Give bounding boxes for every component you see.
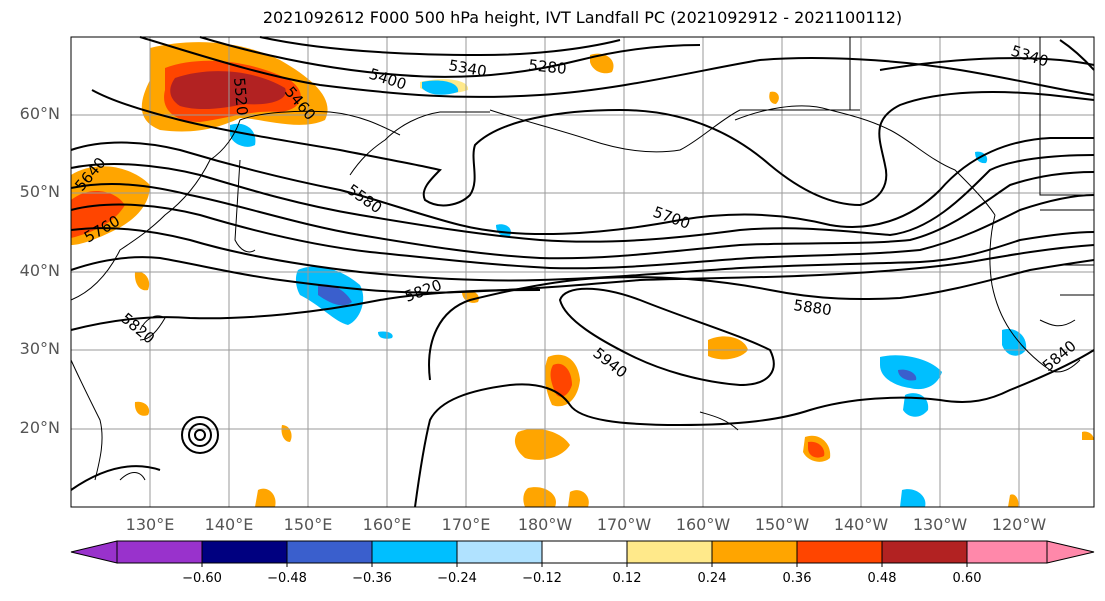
lon-label: 150°E (283, 515, 333, 534)
map-frame (70, 36, 1095, 508)
colorbar-high-extension (1046, 540, 1095, 564)
colorbar-tick-label: 0.48 (867, 571, 897, 586)
lon-label: 170°E (441, 515, 491, 534)
lat-label: 40°N (19, 261, 60, 280)
lon-label: 140°W (833, 515, 889, 534)
colorbar-tick-label: −0.36 (352, 571, 392, 586)
ivt-negative-shading (230, 80, 1027, 507)
contour-label: 5280 (528, 56, 568, 78)
lat-label: 50°N (19, 182, 60, 201)
lon-label: 170°W (596, 515, 652, 534)
lat-label: 60°N (19, 104, 60, 123)
colorbar-low-extension (70, 540, 118, 564)
contour-label: 5520 (230, 77, 251, 117)
colorbar-tick-label: 0.24 (697, 571, 727, 586)
lat-label: 20°N (19, 418, 60, 437)
lon-label: 180°W (517, 515, 573, 534)
coastlines (70, 37, 1094, 481)
lon-label: 150°W (754, 515, 810, 534)
lon-label: 160°W (675, 515, 731, 534)
colorbar-tick-label: −0.12 (522, 571, 562, 586)
colorbar-tick-label: 0.36 (782, 571, 812, 586)
lon-label: 130°W (912, 515, 968, 534)
colorbar-tick-label: −0.60 (182, 571, 222, 586)
lon-label: 120°W (991, 515, 1047, 534)
graticule (71, 37, 1094, 507)
height-contours (70, 36, 1095, 508)
colorbar-tick-label: −0.48 (267, 571, 307, 586)
colorbar-tick-label: 0.12 (612, 571, 642, 586)
lon-label: 140°E (204, 515, 254, 534)
colorbar-tick-label: −0.24 (437, 571, 477, 586)
map-title: 2021092612 F000 500 hPa height, IVT Land… (262, 8, 903, 27)
lon-label: 160°E (362, 515, 412, 534)
lat-label: 30°N (19, 339, 60, 358)
contour-label: 5880 (792, 296, 832, 319)
colorbar (70, 540, 1095, 567)
typhoon-contours (181, 416, 219, 454)
lon-label: 130°E (125, 515, 175, 534)
colorbar-tick-label: 0.60 (952, 571, 982, 586)
